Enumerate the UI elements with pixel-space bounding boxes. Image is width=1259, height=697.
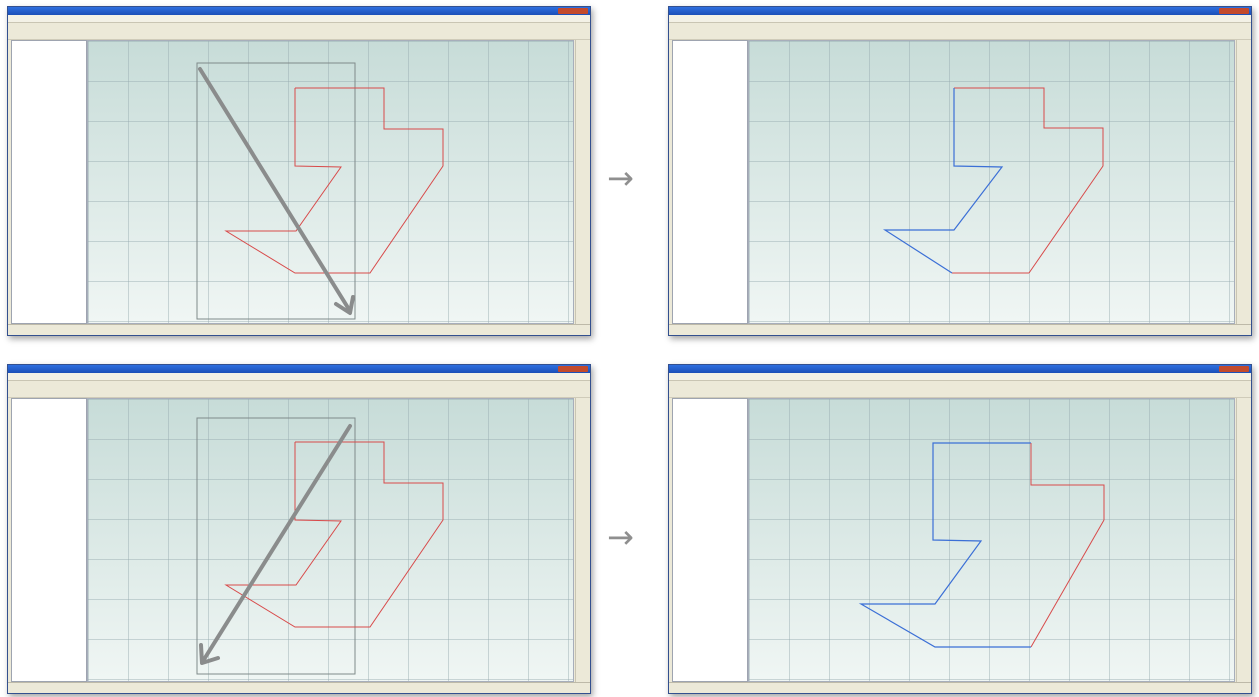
window-controls[interactable]: [558, 366, 588, 372]
drawing-canvas[interactable]: [87, 40, 574, 324]
object-tree[interactable]: [672, 40, 748, 324]
screenshot-panel-bottom-left: [7, 364, 591, 694]
toolbar-bottom: [669, 31, 1251, 40]
window-controls[interactable]: [1219, 8, 1249, 14]
screenshot-panel-top-left: [7, 6, 591, 336]
status-bar: [669, 682, 1251, 693]
arrow-right-bottom: →: [607, 518, 634, 556]
drawing-canvas[interactable]: [748, 40, 1235, 324]
title-bar: [669, 365, 1251, 373]
app-window: [7, 364, 591, 694]
canvas-drawing: [882, 87, 1104, 274]
drag-arrow-line: [198, 67, 352, 313]
window-controls[interactable]: [1219, 366, 1249, 372]
title-bar: [8, 7, 590, 15]
status-bar: [8, 324, 590, 335]
canvas-drawing: [196, 62, 444, 320]
polyline-shape[interactable]: [224, 441, 444, 628]
right-toolbox: [575, 398, 588, 682]
polyline-selected-left[interactable]: [882, 88, 1004, 274]
selection-window: [196, 417, 356, 675]
right-toolbox: [575, 40, 588, 324]
status-bar: [8, 682, 590, 693]
toolbar-bottom: [8, 389, 590, 398]
right-toolbox: [1236, 398, 1249, 682]
window-controls[interactable]: [558, 8, 588, 14]
polyline-unselected-diagonal[interactable]: [1030, 519, 1105, 648]
drag-arrow-head: [199, 643, 220, 665]
toolbar-bottom: [8, 31, 590, 40]
title-bar: [8, 365, 590, 373]
canvas-drawing: [196, 417, 444, 675]
object-tree[interactable]: [11, 398, 87, 682]
selection-window: [196, 62, 356, 320]
app-window: [668, 364, 1252, 694]
polyline-selected-left[interactable]: [858, 442, 1031, 648]
screenshot-panel-top-right: [668, 6, 1252, 336]
app-window: [668, 6, 1252, 336]
menu-bar: [8, 15, 590, 23]
polyline-unselected-right[interactable]: [954, 87, 1104, 274]
object-tree[interactable]: [11, 40, 87, 324]
app-window: [7, 6, 591, 336]
menu-bar: [8, 373, 590, 381]
object-tree[interactable]: [672, 398, 748, 682]
polyline-shape[interactable]: [224, 87, 444, 274]
title-bar: [669, 7, 1251, 15]
menu-bar: [669, 373, 1251, 381]
canvas-drawing: [858, 442, 1105, 648]
polyline-unselected-top-right[interactable]: [1030, 443, 1105, 520]
drawing-canvas[interactable]: [748, 398, 1235, 682]
drag-arrow-head: [334, 295, 355, 315]
drawing-canvas[interactable]: [87, 398, 574, 682]
status-bar: [669, 324, 1251, 335]
drag-arrow-line: [201, 424, 352, 663]
toolbar-bottom: [669, 389, 1251, 398]
screenshot-panel-bottom-right: [668, 364, 1252, 694]
arrow-right-top: →: [607, 159, 634, 197]
menu-bar: [669, 15, 1251, 23]
right-toolbox: [1236, 40, 1249, 324]
